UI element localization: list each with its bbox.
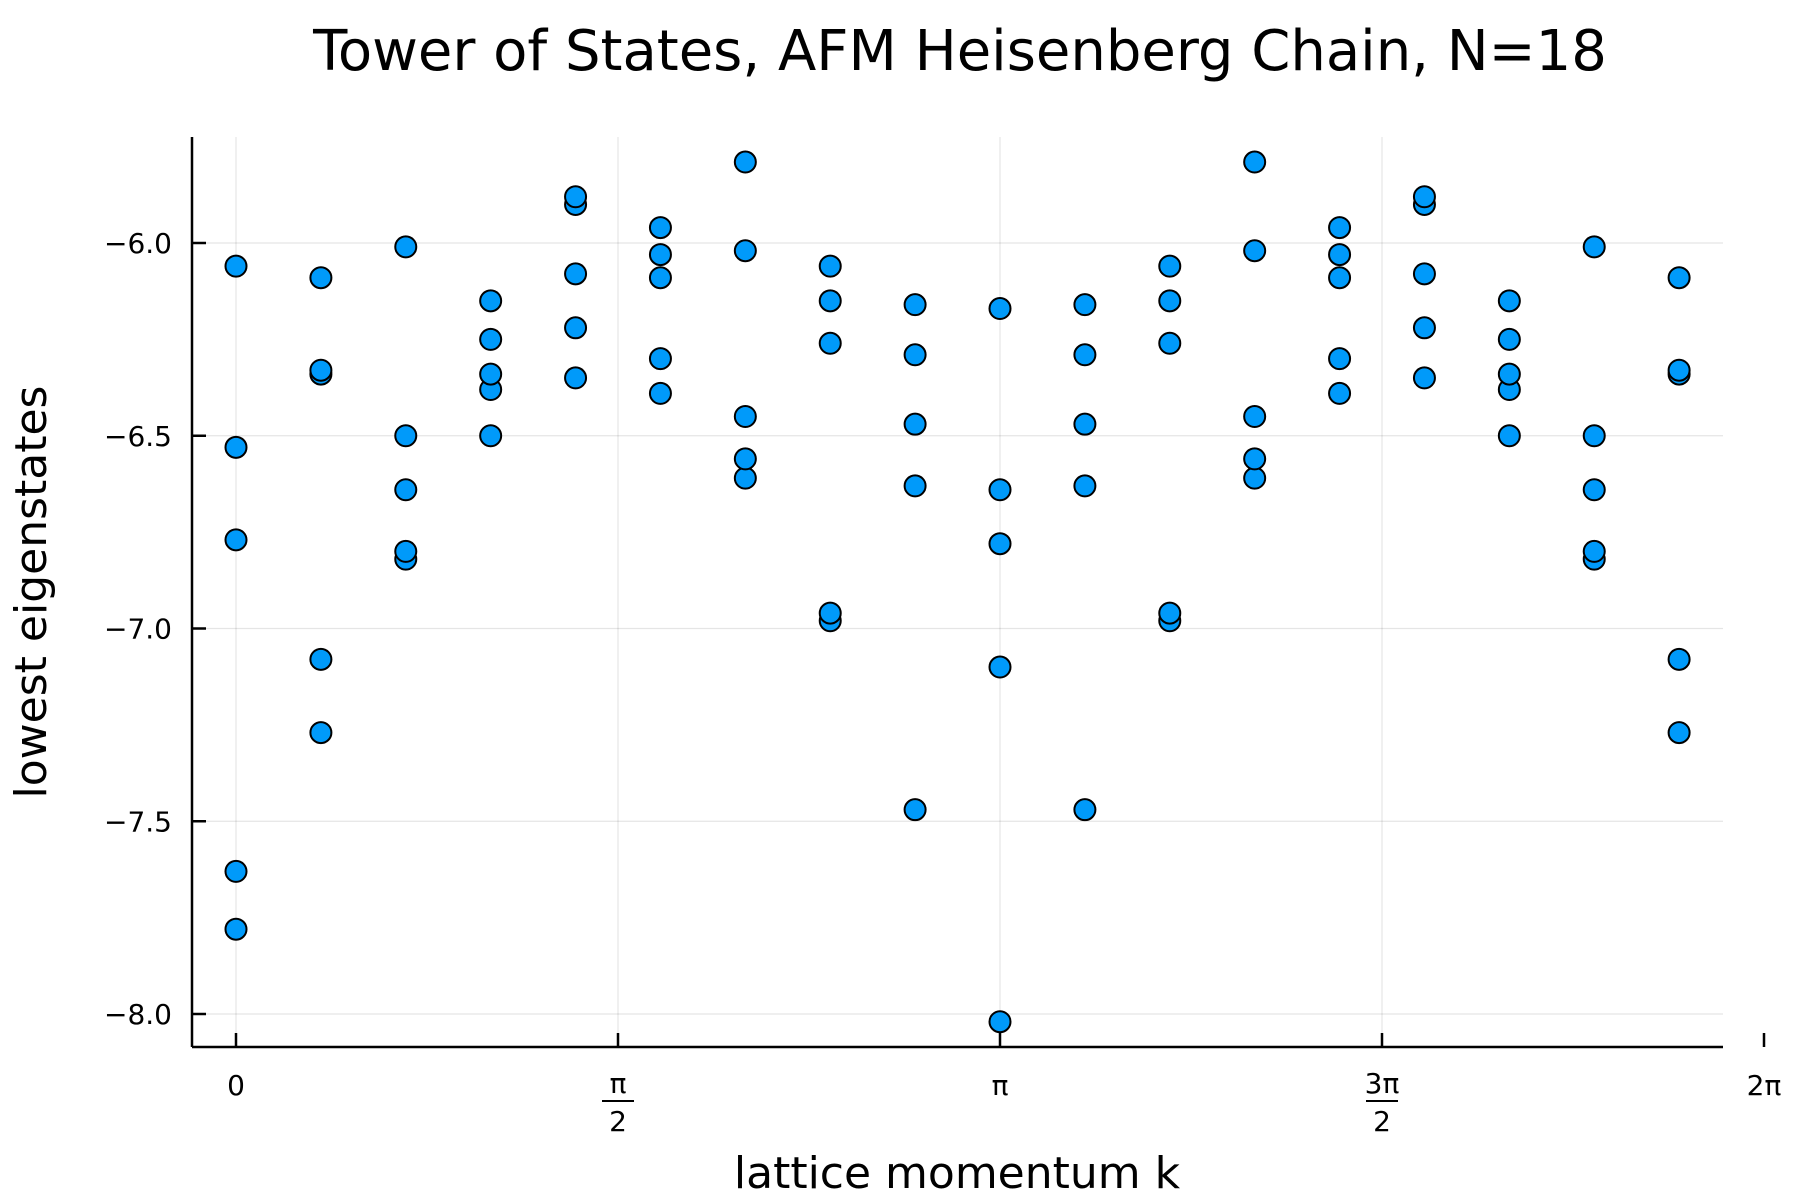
data-point xyxy=(820,333,841,354)
data-point xyxy=(395,425,416,446)
data-point xyxy=(1329,348,1350,369)
data-point xyxy=(226,529,247,550)
x-tick-numerator: π xyxy=(610,1067,627,1100)
data-point xyxy=(1414,186,1435,207)
data-point xyxy=(990,657,1011,678)
data-point xyxy=(1159,290,1180,311)
data-point xyxy=(650,267,671,288)
data-point xyxy=(1244,448,1265,469)
data-point xyxy=(1414,367,1435,388)
x-tick-numerator: 3π xyxy=(1365,1067,1400,1100)
data-point xyxy=(1499,329,1520,350)
chart-title: Tower of States, AFM Heisenberg Chain, N… xyxy=(312,19,1607,84)
data-point xyxy=(480,364,501,385)
data-point xyxy=(310,649,331,670)
data-point xyxy=(735,448,756,469)
data-point xyxy=(480,329,501,350)
y-axis-label: lowest eigenstates xyxy=(6,386,57,799)
data-point xyxy=(1244,468,1265,489)
data-point xyxy=(820,603,841,624)
data-point xyxy=(1669,722,1690,743)
data-point xyxy=(1074,475,1095,496)
data-point xyxy=(1329,244,1350,265)
data-point xyxy=(1584,541,1605,562)
data-point xyxy=(1244,406,1265,427)
data-point xyxy=(735,468,756,489)
data-point xyxy=(226,437,247,458)
data-point xyxy=(565,317,586,338)
data-point xyxy=(226,861,247,882)
y-tick-label: −6.0 xyxy=(104,227,172,260)
data-point xyxy=(1159,333,1180,354)
data-point xyxy=(1329,383,1350,404)
data-point xyxy=(650,244,671,265)
data-point xyxy=(1074,344,1095,365)
data-point xyxy=(905,414,926,435)
x-tick-label: 0 xyxy=(227,1069,245,1102)
data-point xyxy=(735,406,756,427)
data-point xyxy=(1329,217,1350,238)
x-tick-denominator: 2 xyxy=(1373,1105,1391,1138)
y-tick-label: −7.5 xyxy=(104,805,172,838)
data-point xyxy=(1499,290,1520,311)
data-point xyxy=(395,236,416,257)
data-point xyxy=(735,240,756,261)
x-axis-label: lattice momentum k xyxy=(734,1148,1181,1199)
data-point xyxy=(480,425,501,446)
data-point xyxy=(1074,799,1095,820)
y-tick-label: −6.5 xyxy=(104,420,172,453)
data-point xyxy=(565,367,586,388)
data-point xyxy=(1584,425,1605,446)
data-point xyxy=(1669,360,1690,381)
data-point xyxy=(1074,294,1095,315)
data-point xyxy=(905,475,926,496)
x-tick-denominator: 2 xyxy=(609,1105,627,1138)
data-point xyxy=(650,348,671,369)
data-point xyxy=(226,919,247,940)
data-point xyxy=(1669,267,1690,288)
data-point xyxy=(565,186,586,207)
y-tick-label: −7.0 xyxy=(104,613,172,646)
grid xyxy=(192,137,1723,1047)
data-point xyxy=(990,479,1011,500)
data-point xyxy=(1414,263,1435,284)
data-point xyxy=(1584,479,1605,500)
data-point xyxy=(310,267,331,288)
x-tick-label: 2π xyxy=(1747,1069,1782,1102)
data-point xyxy=(1669,649,1690,670)
data-point xyxy=(1159,256,1180,277)
data-point xyxy=(310,360,331,381)
data-point xyxy=(905,799,926,820)
data-point xyxy=(395,479,416,500)
data-point xyxy=(480,290,501,311)
data-point xyxy=(1329,267,1350,288)
data-point xyxy=(990,533,1011,554)
data-point xyxy=(735,152,756,173)
data-point xyxy=(310,722,331,743)
data-point xyxy=(650,383,671,404)
data-point xyxy=(1499,364,1520,385)
data-point xyxy=(1074,414,1095,435)
data-point xyxy=(905,294,926,315)
x-tick-label: π xyxy=(992,1069,1009,1102)
data-point xyxy=(1244,240,1265,261)
data-point xyxy=(565,263,586,284)
data-point xyxy=(990,298,1011,319)
data-point xyxy=(650,217,671,238)
data-point xyxy=(1499,425,1520,446)
data-point xyxy=(226,256,247,277)
data-point xyxy=(820,256,841,277)
data-points xyxy=(226,152,1690,1033)
y-tick-label: −8.0 xyxy=(104,998,172,1031)
data-point xyxy=(1414,317,1435,338)
data-point xyxy=(990,1011,1011,1032)
data-point xyxy=(1244,152,1265,173)
data-point xyxy=(820,290,841,311)
data-point xyxy=(1159,603,1180,624)
data-point xyxy=(905,344,926,365)
data-point xyxy=(1584,236,1605,257)
data-point xyxy=(395,541,416,562)
